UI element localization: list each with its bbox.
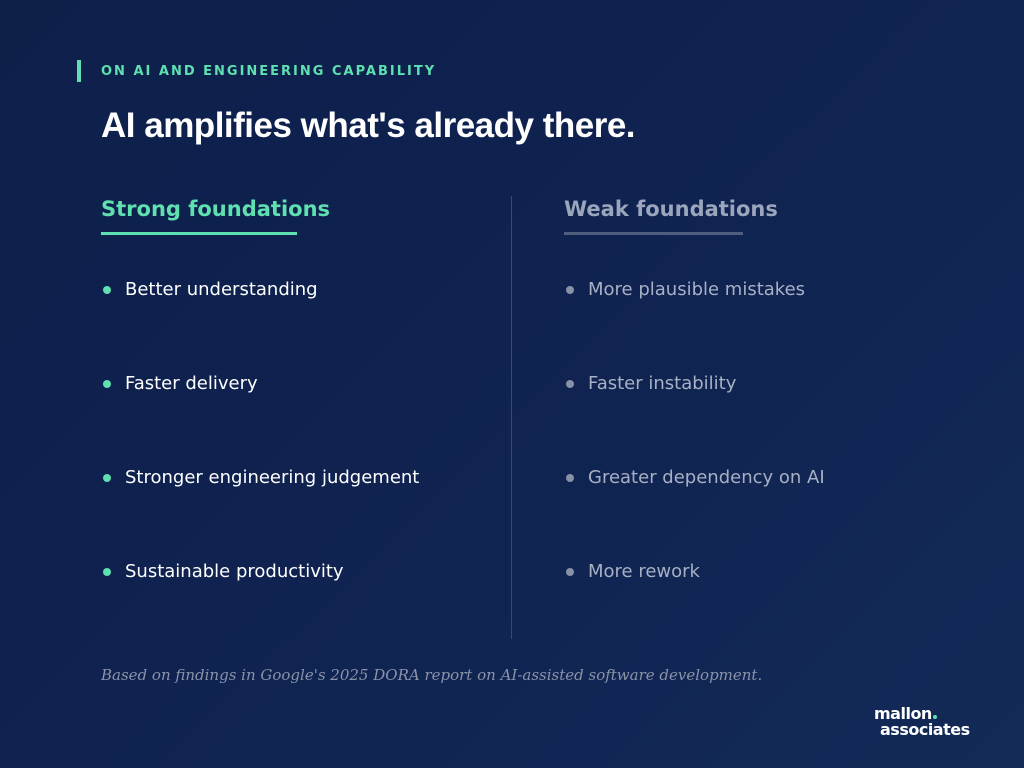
- logo-wordmark-associates: associates: [880, 720, 970, 739]
- eyebrow: ON AI AND ENGINEERING CAPABILITY: [77, 60, 436, 82]
- weak-foundations-underline: [564, 232, 743, 235]
- mallon-associates-logo: mallon associates: [874, 706, 970, 738]
- weak-foundations-heading: Weak foundations: [564, 197, 778, 221]
- list-item: Stronger engineering judgement: [101, 467, 419, 488]
- strong-foundations-underline: [101, 232, 297, 235]
- logo-line-1: mallon: [874, 706, 970, 722]
- logo-wordmark-mallon: mallon: [874, 704, 932, 723]
- bullet-dot-icon: [566, 473, 574, 482]
- headline: AI amplifies what's already there.: [101, 106, 636, 145]
- list-item: More plausible mistakes: [564, 279, 805, 300]
- bullet-dot-icon: [103, 285, 111, 294]
- logo-dot-icon: [932, 715, 937, 719]
- list-item-label: More plausible mistakes: [588, 279, 806, 300]
- bullet-dot-icon: [566, 379, 574, 388]
- list-item-label: Faster instability: [588, 373, 737, 394]
- list-item: More rework: [564, 561, 700, 582]
- list-item-label: Faster delivery: [125, 373, 258, 394]
- list-item-label: Stronger engineering judgement: [125, 467, 420, 488]
- footnote: Based on findings in Google's 2025 DORA …: [101, 666, 763, 684]
- strong-foundations-heading: Strong foundations: [101, 197, 331, 221]
- list-item: Faster instability: [564, 373, 736, 394]
- list-item: Faster delivery: [101, 373, 258, 394]
- eyebrow-text: ON AI AND ENGINEERING CAPABILITY: [101, 63, 437, 79]
- list-item-label: More rework: [588, 561, 700, 582]
- column-divider: [511, 196, 512, 639]
- bullet-dot-icon: [103, 473, 111, 482]
- list-item-label: Greater dependency on AI: [588, 467, 825, 488]
- bullet-dot-icon: [103, 567, 111, 576]
- bullet-dot-icon: [566, 285, 574, 294]
- list-item-label: Sustainable productivity: [125, 561, 344, 582]
- bullet-dot-icon: [103, 379, 111, 388]
- weak-foundations-column: Weak foundations More plausible mistakes…: [564, 195, 825, 582]
- list-item: Better understanding: [101, 279, 318, 300]
- eyebrow-accent-bar: [77, 60, 81, 82]
- list-item: Sustainable productivity: [101, 561, 344, 582]
- list-item-label: Better understanding: [125, 279, 318, 300]
- bullet-dot-icon: [566, 567, 574, 576]
- strong-foundations-column: Strong foundations Better understanding …: [101, 195, 419, 582]
- list-item: Greater dependency on AI: [564, 467, 825, 488]
